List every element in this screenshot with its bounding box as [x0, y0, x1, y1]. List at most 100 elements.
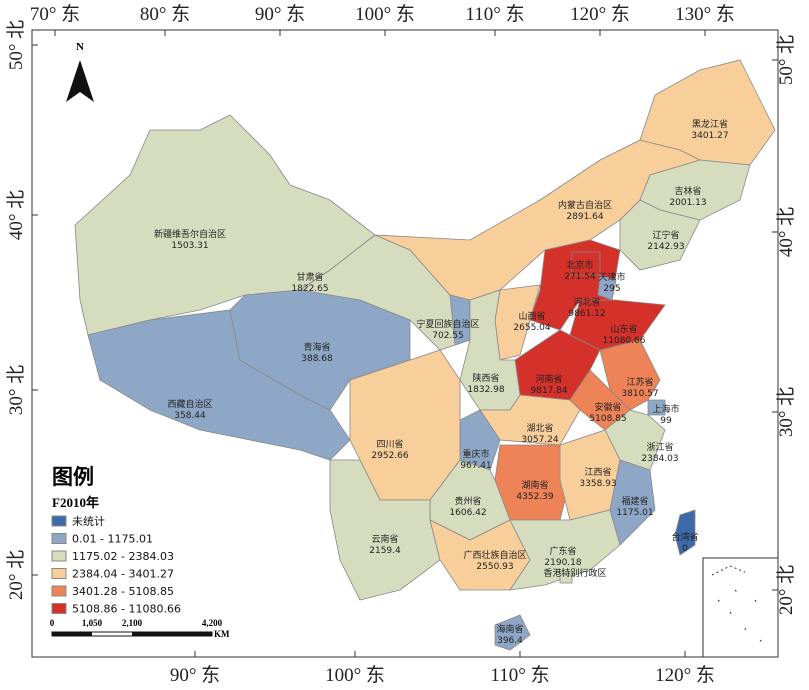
lon-label: 100° 东	[325, 664, 385, 686]
scale-bar-seg	[52, 632, 92, 636]
province-name: 湖北省	[526, 422, 553, 434]
province-name: 甘肃省	[296, 271, 323, 283]
legend-label: 未统计	[72, 515, 105, 528]
province	[494, 614, 531, 651]
province-name: 广西壮族自治区	[463, 549, 526, 561]
province-value: 967.41	[460, 461, 492, 471]
legend-swatch	[51, 533, 67, 544]
province-value: 396.4	[497, 636, 523, 646]
north-label: N	[76, 41, 84, 53]
province-value: 3358.93	[579, 479, 616, 489]
lat-label: 20° 北	[775, 565, 797, 615]
province-value: 2001.13	[669, 198, 706, 208]
province-name: 上海市	[652, 403, 679, 415]
province-name: 黑龙江省	[692, 118, 728, 130]
lon-label: 130° 东	[675, 3, 735, 25]
lat-label: 40° 北	[5, 190, 27, 240]
province-name: 四川省	[376, 438, 403, 450]
province-name: 贵州省	[454, 495, 481, 507]
province-value: 2384.03	[641, 454, 678, 464]
province-name: 湖南省	[521, 479, 548, 491]
province-name: 广东省	[549, 545, 576, 557]
scale-unit: KM	[214, 629, 230, 639]
province-value: 4352.39	[516, 492, 553, 502]
coordinate-labels: 70° 东 80° 东 90° 东 100° 东 110° 东 120° 东 130° 东 9…	[5, 3, 797, 686]
province-value: 2952.66	[371, 451, 408, 461]
legend-field: F2010年	[52, 495, 99, 510]
province-labels: 新疆维吾尔自治区1503.31西藏自治区358.44青海省388.68甘肃省18…	[154, 118, 729, 646]
province-value: 388.68	[301, 354, 333, 364]
province-name: 青海省	[303, 341, 330, 353]
province-value: 9817.84	[530, 386, 567, 396]
legend-label: 0.01 - 1175.01	[72, 533, 153, 546]
legend-swatch	[51, 515, 67, 527]
province-name: 山西省	[518, 310, 545, 322]
legend: 未统计 0.01 - 1175.01 1175.02 - 2384.03 2384.0…	[51, 515, 181, 616]
province-name: 浙江省	[646, 441, 673, 453]
province-name: 江苏省	[626, 376, 653, 388]
legend-label: 1175.02 - 2384.03	[72, 550, 174, 563]
province-name: 西藏自治区	[167, 398, 212, 410]
province-value: 3057.24	[521, 435, 558, 445]
lat-label: 20° 北	[5, 550, 27, 600]
province-value: 5108.85	[589, 414, 626, 424]
province-value: 271.54	[564, 272, 596, 282]
legend-swatch	[51, 603, 67, 614]
provinces	[74, 59, 776, 651]
province	[479, 394, 581, 446]
province-value: 2159.4	[369, 546, 401, 556]
lat-label: 40° 北	[775, 207, 797, 257]
lat-label: 50° 北	[5, 20, 27, 70]
legend-label: 3401.28 - 5108.85	[72, 585, 174, 598]
province-value: 702.55	[432, 331, 464, 341]
province-name: 新疆维吾尔自治区	[154, 228, 226, 240]
province	[674, 509, 696, 556]
lon-label: 110° 东	[490, 664, 549, 686]
province-value: 3810.57	[621, 389, 658, 399]
province-value: 295	[603, 284, 620, 294]
province-value: 99	[660, 416, 672, 426]
province-name: 海南省	[496, 623, 523, 635]
lon-label: 70° 东	[30, 3, 80, 25]
inset-islands	[711, 565, 763, 643]
lon-label: 110° 东	[465, 3, 524, 25]
lon-label: 80° 东	[140, 3, 190, 25]
province-value: 11080.66	[603, 336, 646, 346]
province-value: 3401.27	[691, 131, 728, 141]
north-arrow	[66, 60, 94, 102]
scale-label: 0	[50, 618, 55, 628]
province-value: 9861.12	[568, 309, 605, 319]
province-value: 1606.42	[449, 508, 486, 518]
south-sea-inset	[702, 557, 779, 658]
province-value: 1503.31	[171, 241, 208, 251]
province-name: 宁夏回族自治区	[416, 318, 479, 330]
province-value: 2142.93	[647, 242, 684, 252]
province-name: 山东省	[610, 323, 637, 335]
legend-label: 5108.86 - 11080.66	[72, 603, 181, 616]
province	[509, 509, 621, 591]
legend-label: 2384.04 - 3401.27	[72, 568, 174, 581]
province-name: 吉林省	[674, 185, 701, 197]
lat-label: 30° 北	[775, 387, 797, 437]
lon-label: 90° 东	[170, 664, 220, 686]
province-name: 内蒙古自治区	[558, 199, 612, 211]
province-name: 河南省	[535, 373, 562, 385]
province-value: 2550.93	[476, 562, 513, 572]
province-value: 1822.65	[291, 284, 328, 294]
legend-title: 图例	[52, 465, 94, 489]
province-name: 陕西省	[472, 372, 499, 384]
province-name: 河北省	[573, 296, 600, 308]
province	[639, 59, 776, 166]
province-name: 安徽省	[594, 401, 621, 413]
province-name: 台湾省	[671, 531, 698, 543]
scale-bar-seg	[132, 632, 212, 636]
lon-label: 100° 东	[355, 3, 415, 25]
province-name: 辽宁省	[652, 229, 679, 241]
province-name: 云南省	[371, 533, 398, 545]
lat-label: 50° 北	[775, 35, 797, 85]
province	[619, 199, 701, 271]
legend-swatch	[51, 550, 67, 562]
province-value: 2655.04	[513, 323, 550, 333]
